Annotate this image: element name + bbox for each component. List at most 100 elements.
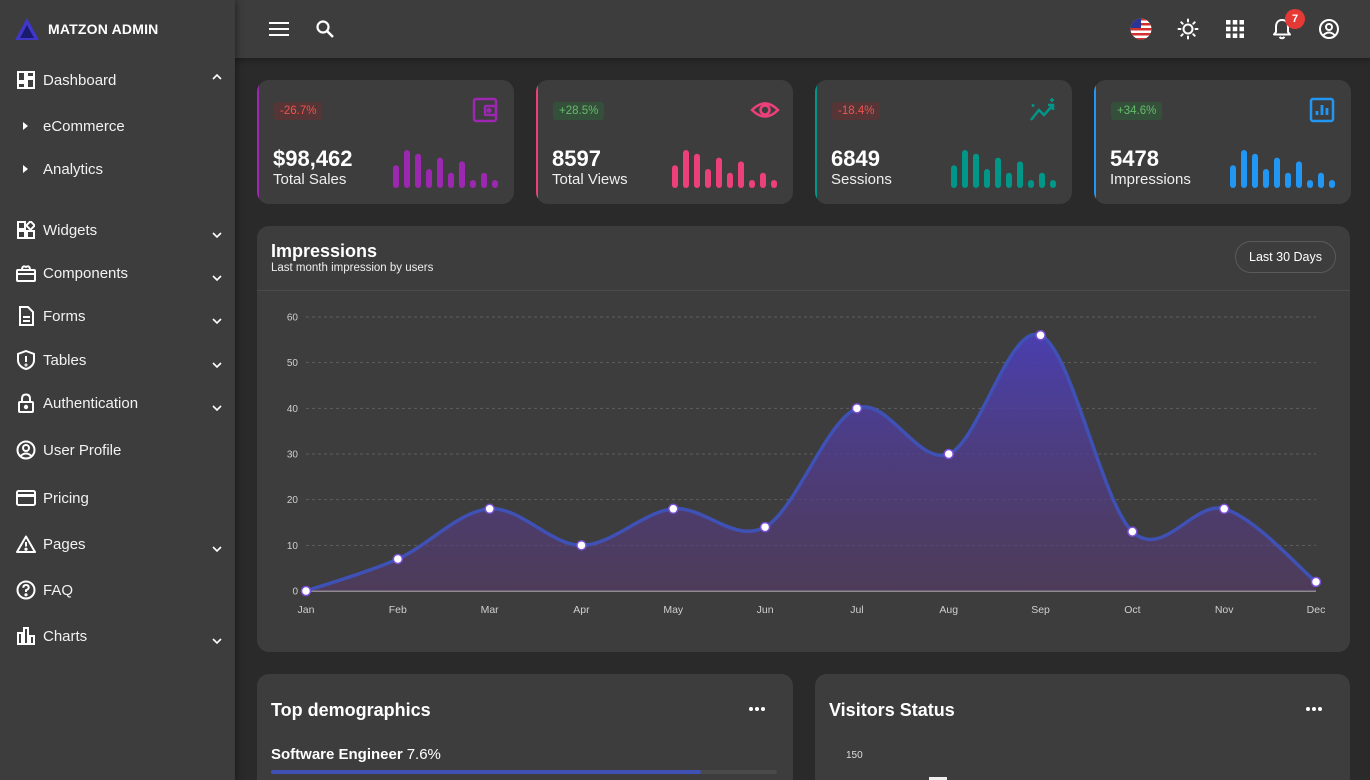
data-point[interactable] bbox=[1218, 503, 1230, 515]
x-tick-label: Jun bbox=[757, 604, 774, 616]
y-tick-label: 40 bbox=[287, 404, 299, 415]
x-tick-label: Mar bbox=[481, 604, 500, 616]
chevron-down-icon bbox=[211, 634, 223, 646]
stat-spark-bar bbox=[727, 172, 733, 188]
data-point[interactable] bbox=[300, 585, 312, 597]
date-range-button[interactable]: Last 30 Days bbox=[1235, 241, 1336, 273]
caret-right-icon bbox=[23, 122, 28, 130]
data-point[interactable] bbox=[1127, 526, 1138, 537]
wallet-icon bbox=[471, 96, 499, 124]
data-point[interactable] bbox=[851, 403, 863, 414]
y-tick-label: 0 bbox=[292, 587, 298, 598]
account-circle-icon bbox=[1319, 19, 1339, 39]
sidebar-item-analytics[interactable]: Analytics bbox=[0, 153, 235, 185]
x-tick-label: Oct bbox=[1124, 604, 1140, 616]
stat-change-badge: -26.7% bbox=[274, 102, 323, 120]
sidebar-item-label: FAQ bbox=[43, 581, 74, 599]
stat-spark-bar bbox=[1329, 180, 1335, 188]
sidebar-item-widgets[interactable]: Widgets bbox=[0, 212, 235, 248]
demographic-value: 7.6% bbox=[406, 746, 441, 763]
data-point[interactable] bbox=[392, 553, 404, 565]
data-point[interactable] bbox=[576, 540, 587, 551]
stat-spark-bar bbox=[672, 165, 678, 188]
bar-chart-icon bbox=[16, 626, 36, 646]
help-icon bbox=[16, 580, 36, 600]
stat-spark-bar bbox=[984, 169, 990, 188]
dashboard-icon bbox=[16, 70, 36, 90]
theme-toggle-button[interactable] bbox=[1176, 17, 1200, 41]
y-tick-label: 20 bbox=[287, 495, 299, 506]
sidebar-item-label: Widgets bbox=[43, 221, 98, 239]
apps-button[interactable] bbox=[1223, 17, 1247, 41]
brand[interactable]: MATZON ADMIN bbox=[0, 0, 235, 58]
chevron-down-icon bbox=[211, 542, 223, 554]
notifications-button[interactable]: 7 bbox=[1270, 9, 1305, 41]
sidebar-item-components[interactable]: Components bbox=[0, 255, 235, 291]
language-button[interactable] bbox=[1129, 17, 1153, 41]
data-point[interactable] bbox=[943, 448, 954, 460]
sidebar-item-label: User Profile bbox=[43, 441, 122, 459]
data-point[interactable] bbox=[1035, 330, 1046, 341]
sidebar-item-pages[interactable]: Pages bbox=[0, 526, 235, 562]
demographics-title: Top demographics bbox=[271, 700, 431, 720]
sidebar-item-pricing[interactable]: Pricing bbox=[0, 480, 235, 516]
area-fill bbox=[306, 334, 1316, 591]
stat-spark-bar bbox=[492, 180, 498, 188]
stat-sparkline bbox=[1230, 150, 1335, 188]
x-tick-label: Jul bbox=[850, 604, 863, 616]
chevron-down-icon bbox=[211, 358, 223, 370]
stat-change-badge: +34.6% bbox=[1111, 102, 1163, 120]
demographics-panel: Top demographics Software Engineer 7.6% bbox=[257, 674, 793, 780]
visitors-more-button[interactable] bbox=[1303, 699, 1325, 719]
y-tick-label: 10 bbox=[287, 541, 299, 552]
stat-card-total-sales: -26.7% $98,462 Total Sales bbox=[257, 80, 514, 204]
x-tick-label: Aug bbox=[939, 604, 958, 616]
user-menu-button[interactable] bbox=[1317, 17, 1341, 41]
sidebar-item-authentication[interactable]: Authentication bbox=[0, 385, 235, 421]
stat-spark-bar bbox=[404, 150, 410, 188]
sidebar-item-label: Forms bbox=[43, 307, 86, 325]
sidebar-item-ecommerce[interactable]: eCommerce bbox=[0, 110, 235, 142]
stat-spark-bar bbox=[1017, 161, 1023, 188]
lock-icon bbox=[16, 393, 36, 413]
y-tick-label: 50 bbox=[287, 358, 299, 369]
chevron-down-icon bbox=[211, 314, 223, 326]
sidebar-item-forms[interactable]: Forms bbox=[0, 298, 235, 334]
sun-icon bbox=[1177, 18, 1199, 40]
menu-toggle-button[interactable] bbox=[267, 17, 291, 41]
x-tick-label: Sep bbox=[1031, 604, 1050, 616]
sidebar-item-dashboard[interactable]: Dashboard bbox=[0, 62, 235, 98]
sidebar-item-label: Pages bbox=[43, 535, 86, 553]
more-horizontal-icon bbox=[1306, 707, 1322, 711]
sidebar-item-user-profile[interactable]: User Profile bbox=[0, 432, 235, 468]
components-icon bbox=[16, 263, 36, 283]
stat-accent-edge bbox=[257, 80, 259, 204]
impressions-title: Impressions bbox=[271, 241, 378, 261]
apps-grid-icon bbox=[1226, 20, 1244, 38]
demographics-more-button[interactable] bbox=[746, 699, 768, 719]
stat-accent-edge bbox=[815, 80, 817, 204]
sidebar-item-charts[interactable]: Charts bbox=[0, 618, 235, 654]
data-point[interactable] bbox=[759, 521, 771, 533]
sidebar-item-tables[interactable]: Tables bbox=[0, 342, 235, 378]
visitors-bar-stub bbox=[929, 777, 947, 780]
search-button[interactable] bbox=[313, 17, 337, 41]
stat-spark-bar bbox=[749, 180, 755, 188]
data-point[interactable] bbox=[484, 503, 495, 515]
topbar: 7 bbox=[235, 0, 1370, 58]
notification-count-badge: 7 bbox=[1285, 9, 1305, 29]
us-flag-icon bbox=[1130, 18, 1152, 40]
demographic-label: Software Engineer bbox=[271, 746, 403, 763]
stat-card-total-views: +28.5% 8597 Total Views bbox=[536, 80, 793, 204]
stat-value: $98,462 bbox=[273, 146, 353, 171]
stat-accent-edge bbox=[536, 80, 538, 204]
stat-spark-bar bbox=[1285, 172, 1291, 188]
stat-change-badge: -18.4% bbox=[832, 102, 881, 120]
y-tick-label: 60 bbox=[287, 313, 299, 324]
data-point[interactable] bbox=[1310, 576, 1322, 588]
x-tick-label: Apr bbox=[573, 604, 590, 616]
sidebar-item-faq[interactable]: FAQ bbox=[0, 572, 235, 608]
data-point[interactable] bbox=[668, 503, 679, 515]
sidebar-item-label: Charts bbox=[43, 627, 88, 645]
chevron-down-icon bbox=[211, 271, 223, 283]
